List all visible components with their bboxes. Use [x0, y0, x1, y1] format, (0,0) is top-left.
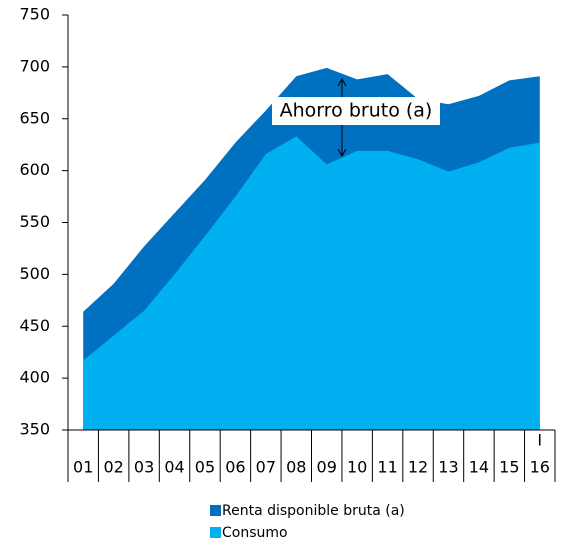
x-tick-label: 04 [164, 458, 184, 477]
y-tick-label: 550 [19, 212, 50, 231]
x-tick-label: 06 [225, 458, 245, 477]
y-tick-label: 350 [19, 420, 50, 439]
x-tick-label: 03 [134, 458, 154, 477]
x-tick-label: 15 [499, 458, 519, 477]
y-tick-label: 650 [19, 108, 50, 127]
y-tick-label: 750 [19, 5, 50, 24]
x-tick-label: 13 [438, 458, 458, 477]
x-tick-label: 14 [469, 458, 489, 477]
legend-swatch [210, 527, 221, 538]
annotation-box [272, 97, 440, 125]
y-tick-label: 450 [19, 316, 50, 335]
legend-label: Consumo [222, 525, 288, 541]
y-tick-label: 500 [19, 264, 50, 283]
y-tick-label: 700 [19, 56, 50, 75]
y-tick-label: 600 [19, 160, 50, 179]
x-tick-label: 09 [317, 458, 337, 477]
x-note: I [537, 431, 542, 450]
x-tick-label: 02 [103, 458, 123, 477]
arrow-head [337, 77, 347, 87]
x-tick-label: 16 [530, 458, 550, 477]
legend-swatch [210, 505, 221, 516]
legend-label: Renta disponible bruta (a) [222, 503, 405, 519]
areas [83, 67, 540, 430]
x-tick-label: 11 [377, 458, 397, 477]
x-tick-label: 12 [408, 458, 428, 477]
annotation: Ahorro bruto (a) [280, 100, 433, 122]
arrow-head [337, 148, 347, 158]
area [83, 136, 540, 430]
x-tick-label: 08 [286, 458, 306, 477]
y-tick-label: 400 [19, 368, 50, 387]
x-tick-label: 05 [195, 458, 215, 477]
x-tick-label: 01 [73, 458, 93, 477]
x-tick-label: 07 [256, 458, 276, 477]
x-tick-label: 10 [347, 458, 367, 477]
